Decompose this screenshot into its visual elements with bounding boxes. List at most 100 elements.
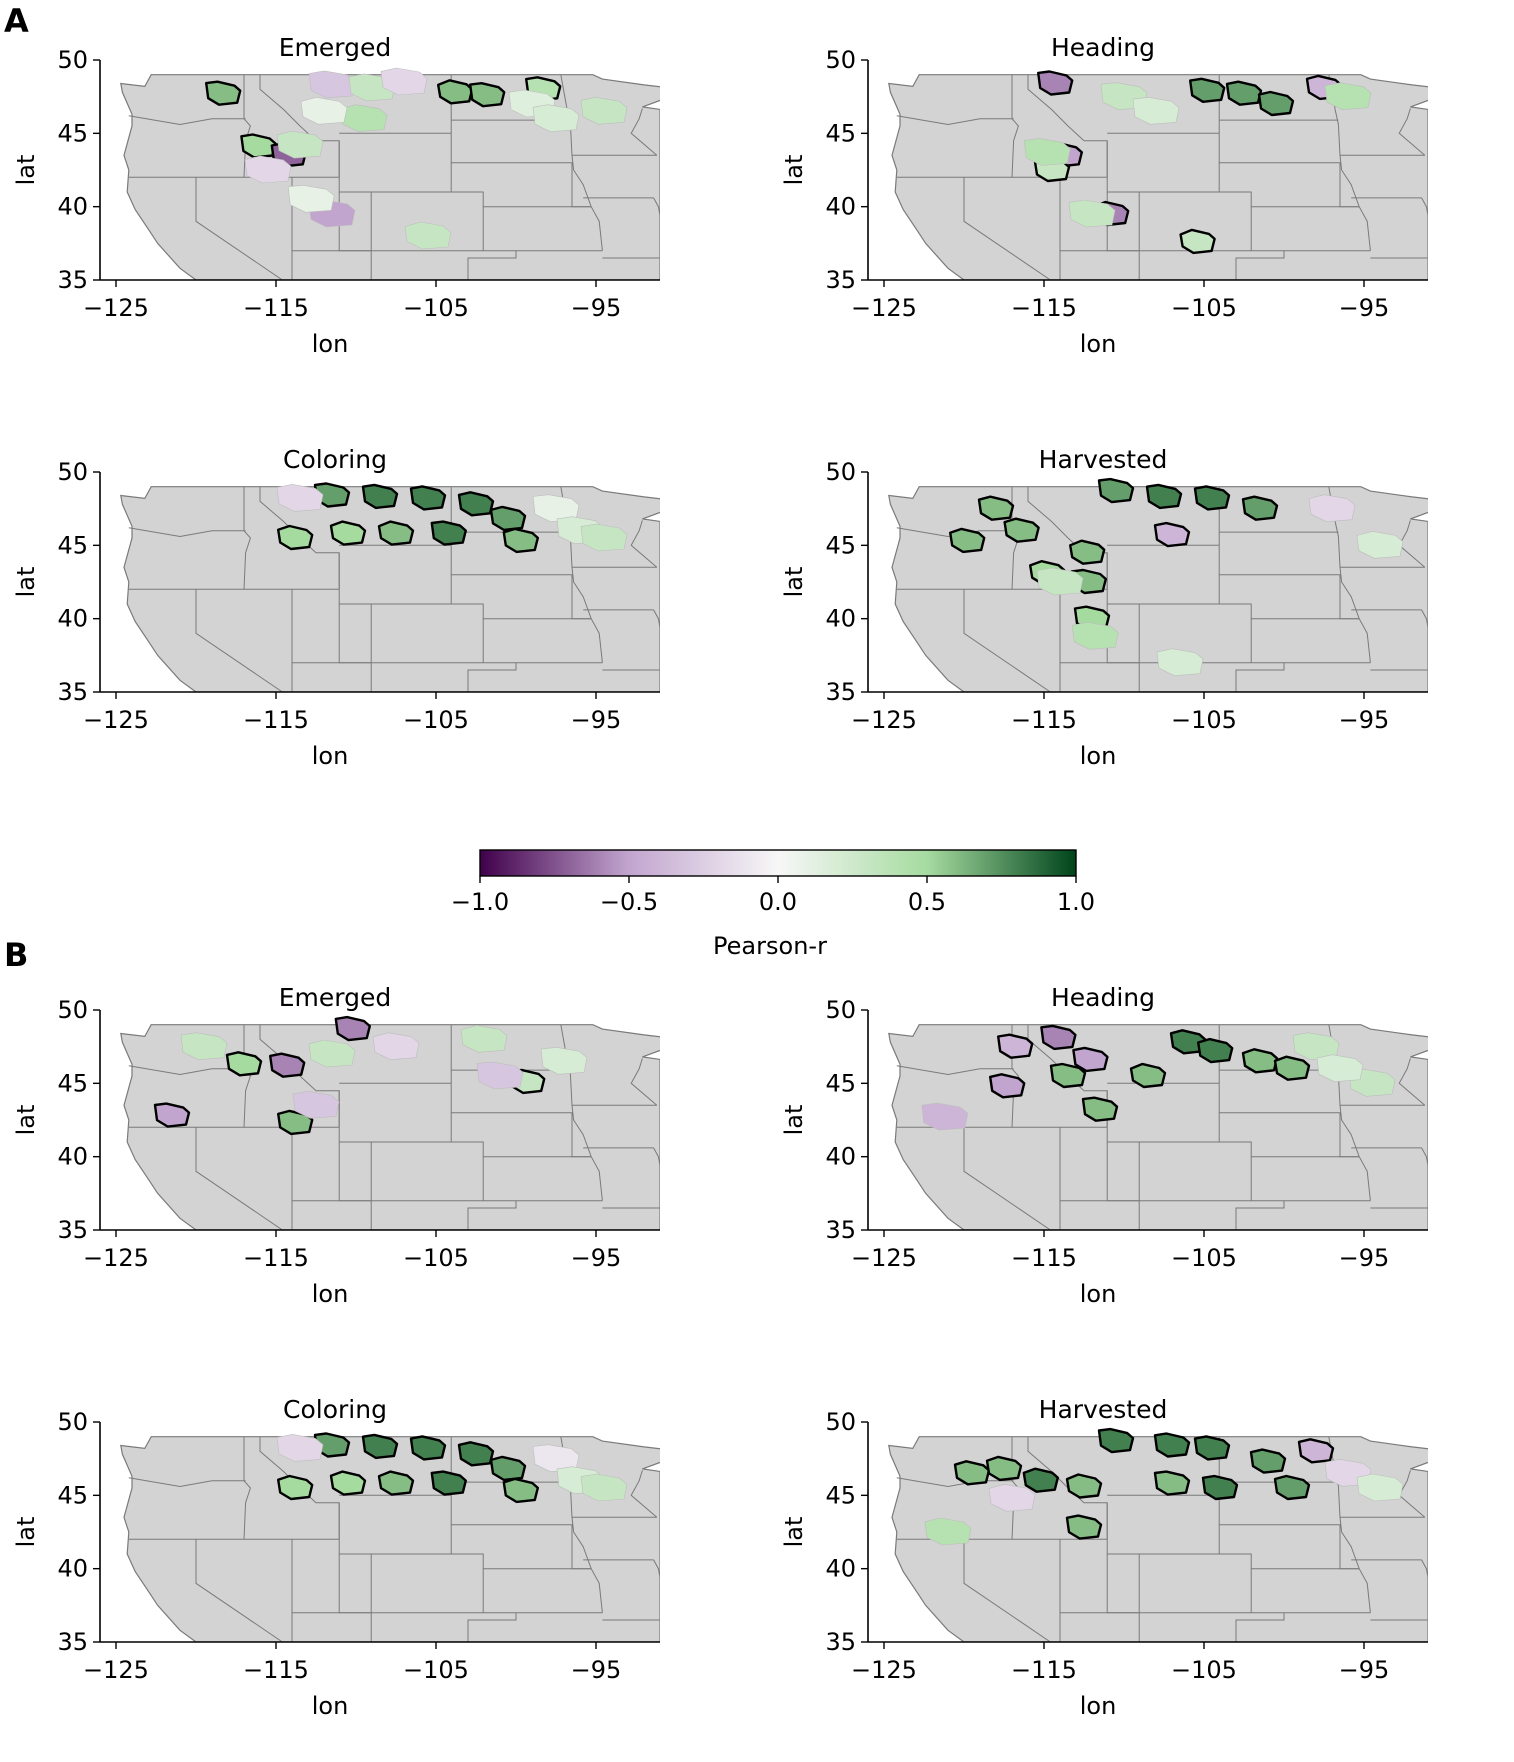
county-region	[1071, 622, 1119, 650]
state-border	[195, 177, 283, 280]
map-title: Heading	[1051, 983, 1155, 1012]
county-region	[287, 185, 335, 213]
y-tick-label: 45	[825, 1481, 856, 1509]
y-tick-label: 40	[825, 193, 856, 221]
y-axis-label: lat	[780, 567, 808, 598]
county-region	[244, 155, 292, 184]
significant-region	[1189, 77, 1226, 104]
state-border	[1218, 1024, 1252, 1201]
x-tick-label: −105	[1171, 706, 1237, 734]
state-border	[896, 1065, 1014, 1076]
significant-region	[1241, 495, 1279, 521]
colorbar-tick-label: 0.0	[759, 888, 797, 916]
y-tick-label: 35	[57, 678, 88, 706]
state-border	[896, 115, 1014, 126]
county-region	[276, 1434, 324, 1462]
county-region	[532, 1444, 580, 1472]
y-tick-label: 40	[825, 1555, 856, 1583]
y-tick-label: 35	[825, 1628, 856, 1656]
map-title: Harvested	[1039, 445, 1168, 474]
significant-region	[948, 527, 986, 554]
significant-region	[1065, 1473, 1103, 1499]
significant-region	[1153, 521, 1191, 548]
county-region	[1356, 531, 1404, 559]
significant-region	[277, 1109, 314, 1136]
y-tick-label: 35	[825, 266, 856, 294]
colorbar-tick-label: 0.5	[908, 888, 946, 916]
x-tick-label: −115	[1011, 294, 1077, 322]
significant-region	[469, 82, 506, 108]
map-svg: −125 −115 −105 −95 35 40 45 50 Emerged lon lat	[12, 33, 660, 358]
map-b-harvested: −125 −115 −105 −95 35 40 45 50 Harvested lon lat	[768, 1382, 1514, 1762]
y-axis-label: lat	[12, 155, 40, 186]
y-tick-label: 40	[57, 605, 88, 633]
significant-region	[1065, 1514, 1103, 1540]
state-border	[630, 520, 658, 568]
county-region	[1023, 138, 1071, 166]
y-tick-label: 50	[825, 1408, 856, 1436]
significant-region	[1193, 485, 1231, 511]
state-border	[128, 1477, 246, 1488]
map-b-emerged: −125 −115 −105 −95 35 40 45 50 Emerged lon lat	[0, 970, 760, 1350]
state-border	[653, 197, 660, 219]
map-a-coloring: −125 −115 −105 −95 35 40 45 50 Coloring lon lat	[0, 432, 760, 812]
y-tick-label: 40	[57, 1143, 88, 1171]
map-title: Coloring	[283, 445, 387, 474]
significant-region	[377, 1470, 415, 1496]
y-axis-label: lat	[780, 1517, 808, 1548]
significant-region	[1249, 1448, 1287, 1474]
county-region	[921, 1102, 969, 1131]
y-tick-label: 50	[57, 996, 88, 1024]
county-region	[1036, 567, 1084, 596]
county-region	[540, 1047, 588, 1075]
map-svg: −125 −115 −105 −95 35 40 45 50 Harvested lon lat	[780, 1395, 1428, 1720]
y-tick-label: 40	[825, 605, 856, 633]
significant-region	[1037, 70, 1074, 96]
significant-region	[1003, 517, 1040, 543]
x-axis-label: lon	[1080, 1692, 1117, 1720]
y-tick-label: 35	[825, 1216, 856, 1244]
y-tick-label: 50	[825, 46, 856, 74]
y-tick-label: 35	[57, 266, 88, 294]
x-tick-label: −125	[83, 706, 149, 734]
state-border	[963, 1127, 1051, 1230]
state-border	[128, 115, 246, 126]
state-border	[195, 1127, 283, 1230]
county-region	[580, 1473, 628, 1502]
panel-label-a: A	[4, 2, 29, 40]
significant-region	[1201, 1474, 1239, 1501]
significant-region	[1022, 1467, 1059, 1493]
state-border	[243, 486, 251, 590]
x-axis-label: lon	[1080, 330, 1117, 358]
x-tick-label: −95	[1339, 1244, 1390, 1272]
x-tick-label: −125	[83, 294, 149, 322]
x-tick-label: −105	[403, 294, 469, 322]
significant-region	[1129, 1062, 1167, 1089]
county-region	[1292, 1032, 1340, 1060]
significant-region	[977, 495, 1015, 521]
significant-region	[361, 483, 399, 510]
significant-region	[225, 1051, 263, 1077]
colorbar-label: Pearson-r	[713, 932, 827, 960]
county-region	[1308, 494, 1356, 522]
significant-region	[1273, 1055, 1311, 1081]
significant-region	[269, 1052, 306, 1078]
significant-region	[1257, 90, 1295, 117]
y-tick-label: 40	[57, 1555, 88, 1583]
county-region	[292, 1091, 340, 1119]
colorbar-tick-label: −0.5	[600, 888, 658, 916]
county-region	[532, 104, 580, 132]
state-border	[1398, 1058, 1426, 1106]
state-border	[963, 177, 1051, 280]
state-border	[630, 108, 658, 156]
county-region	[1132, 97, 1180, 125]
map-a-heading: −125 −115 −105 −95 35 40 45 50 Heading lon lat	[768, 20, 1514, 400]
y-axis-label: lat	[12, 567, 40, 598]
county-region	[1068, 199, 1116, 228]
county-region	[580, 523, 628, 552]
state-border	[1235, 250, 1285, 280]
state-border	[653, 609, 660, 631]
state-border	[1421, 197, 1428, 219]
state-border	[450, 486, 484, 663]
x-axis-label: lon	[312, 1280, 349, 1308]
